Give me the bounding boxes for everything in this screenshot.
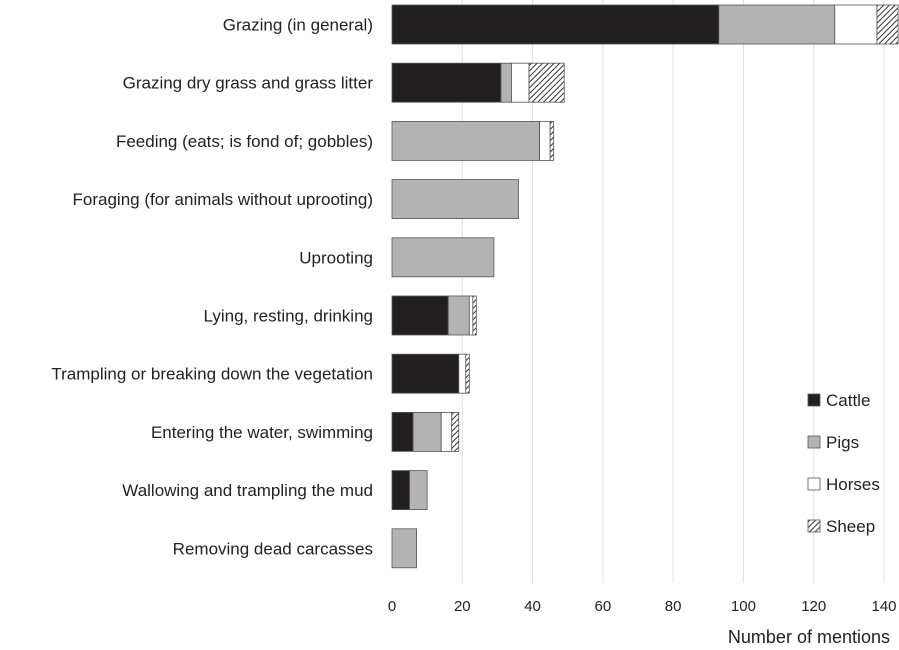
- legend-label-cattle: Cattle: [826, 391, 870, 410]
- legend-label-horses: Horses: [826, 475, 880, 494]
- bar-horses-1: [834, 4, 878, 45]
- category-label: Grazing dry grass and grass litter: [123, 74, 374, 93]
- bar-pigs-1: [718, 4, 836, 45]
- x-tick-label: 80: [665, 598, 682, 615]
- bar-horses-2: [511, 62, 530, 103]
- x-axis-title: Number of mentions: [728, 627, 890, 647]
- bar-sheep-2: [528, 62, 565, 103]
- bar-cattle-7: [391, 353, 460, 394]
- legend-label-sheep: Sheep: [826, 517, 875, 536]
- legend-swatch-cattle: [807, 393, 821, 407]
- category-label: Uprooting: [299, 248, 373, 267]
- legend-swatch-horses: [807, 477, 821, 491]
- x-tick-label: 140: [871, 598, 896, 615]
- category-labels: Grazing (in general) Grazing dry grass an…: [51, 16, 373, 559]
- bar-horses-6: [468, 295, 474, 336]
- bar-horses-7: [458, 353, 467, 394]
- legend-swatch-pigs: [807, 435, 821, 449]
- bar-cattle-8: [391, 411, 414, 452]
- bar-pigs-6: [447, 295, 470, 336]
- bar-sheep-6: [472, 295, 477, 336]
- x-tick-label: 0: [388, 598, 396, 615]
- bar-sheep-1: [876, 4, 899, 45]
- x-tick-labels: 0 20 40 60 80 100 120 140: [388, 598, 897, 615]
- bar-cattle-9: [391, 470, 410, 511]
- bar-sheep-3: [549, 121, 555, 161]
- category-label: Grazing (in general): [223, 16, 373, 35]
- bar-horses-8: [440, 411, 453, 452]
- bar-pigs-8: [412, 411, 442, 452]
- x-tick-label: 120: [801, 598, 826, 615]
- bar-pigs-2: [500, 62, 512, 103]
- bar-cattle-6: [391, 295, 449, 336]
- bar-sheep-7: [465, 353, 470, 394]
- bars: [391, 4, 899, 569]
- bar-pigs-9: [409, 470, 428, 511]
- bar-cattle-2: [391, 62, 502, 103]
- x-tick-label: 60: [595, 598, 612, 615]
- bar-pigs-5: [391, 237, 495, 278]
- legend: Cattle Pigs Horses Sheep: [807, 391, 880, 536]
- x-tick-label: 20: [454, 598, 471, 615]
- x-tick-label: 100: [731, 598, 756, 615]
- bar-sheep-8: [451, 411, 460, 452]
- bar-cattle-1: [391, 4, 720, 45]
- category-label: Trampling or breaking down the vegetatio…: [51, 365, 373, 384]
- category-label: Foraging (for animals without uprooting): [73, 190, 373, 209]
- bar-horses-3: [539, 121, 551, 161]
- category-label: Lying, resting, drinking: [204, 307, 373, 326]
- category-label: Feeding (eats; is fond of; gobbles): [116, 132, 373, 151]
- x-tick-label: 40: [524, 598, 541, 615]
- legend-label-pigs: Pigs: [826, 433, 859, 452]
- bar-pigs-3: [391, 121, 541, 161]
- category-label: Removing dead carcasses: [173, 539, 373, 558]
- category-label: Entering the water, swimming: [151, 423, 373, 442]
- bar-pigs-10: [391, 528, 418, 569]
- bar-pigs-4: [391, 179, 519, 220]
- category-label: Wallowing and trampling the mud: [122, 481, 373, 500]
- legend-swatch-sheep: [807, 519, 821, 533]
